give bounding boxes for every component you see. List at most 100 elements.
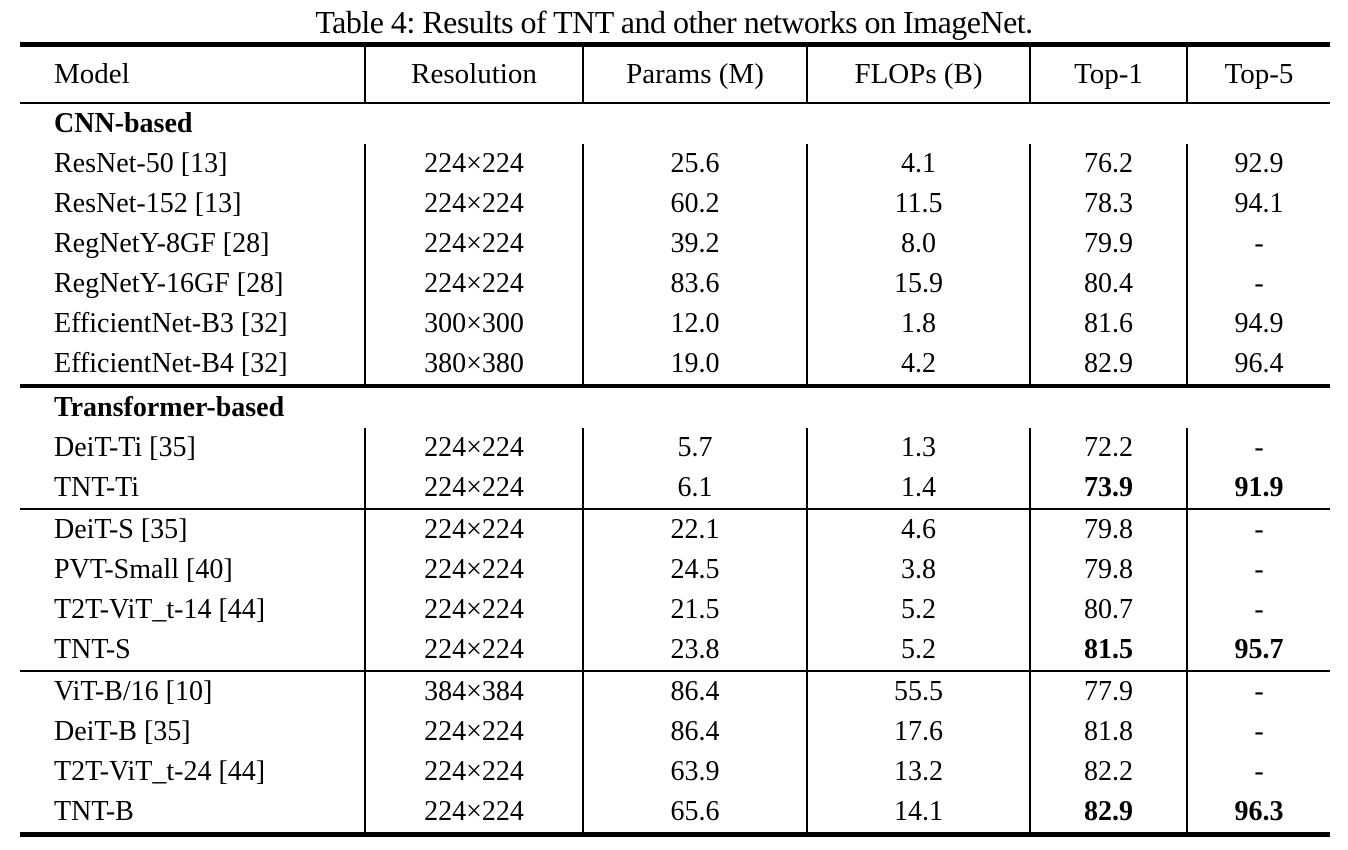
cell-model: TNT-Ti: [54, 472, 140, 503]
cell-model: T2T-ViT_t-14 [44]: [54, 594, 266, 625]
header-row: Model Resolution Params (M) FLOPs (B) Top-1 T…: [20, 44, 1330, 104]
cell-top5: 94.9: [1186, 304, 1330, 344]
cell-params: 86.4: [582, 670, 807, 712]
table-row: PVT-Small [40] 224×224 24.5 3.8 79.8-: [20, 550, 1330, 590]
cell-model: RegNetY-16GF [28]: [54, 268, 284, 299]
cell-params: 19.0: [582, 344, 807, 386]
cell-resolution: 224×224: [364, 264, 583, 304]
table-row: ResNet-152 [13] 224×224 60.2 11.5 78.3 94.1: [20, 184, 1330, 224]
cell-resolution: 224×224: [364, 468, 583, 509]
table-header: Model Resolution Params (M) FLOPs (B) Top-1 T…: [20, 44, 1330, 104]
cell-params: 60.2: [582, 184, 807, 224]
cell-top1: 77.9: [1029, 670, 1187, 712]
cell-model: TNT-S: [54, 634, 131, 665]
cell-resolution: 380×380: [364, 344, 583, 386]
column-header-top-5: Top-5: [1186, 44, 1330, 104]
cell-params: 39.2: [582, 224, 807, 264]
cell-top5: -: [1186, 428, 1330, 468]
cell-top1: 80.4: [1029, 264, 1187, 304]
cell-top5: 96.4: [1186, 344, 1330, 386]
cell-top1: 72.2: [1029, 428, 1187, 468]
cell-resolution: 224×224: [364, 712, 583, 752]
cell-top1: 78.3: [1029, 184, 1187, 224]
table-row: DeiT-S [35] 224×224 22.1 4.6 79.8-: [20, 508, 1330, 550]
cell-top1: 81.5: [1029, 630, 1187, 671]
table-row: T2T-ViT_t-14 [44] 224×224 21.5 5.2 80.7-: [20, 590, 1330, 630]
cell-flops: 4.2: [806, 344, 1030, 386]
cell-model: ResNet-50 [13]: [54, 148, 228, 179]
cell-top5: 96.3: [1186, 792, 1330, 835]
cell-model: ResNet-152 [13]: [54, 188, 242, 219]
table-row: TNT-B 224×224 65.6 14.1 82.9 96.3: [20, 792, 1330, 835]
cell-top1: 81.6: [1029, 304, 1187, 344]
cell-top5: -: [1186, 224, 1330, 264]
column-header-model: Model: [20, 44, 365, 104]
table-row: T2T-ViT_t-24 [44] 224×224 63.9 13.2 82.2-: [20, 752, 1330, 792]
cell-model: T2T-ViT_t-24 [44]: [54, 756, 266, 787]
cell-top1: 79.8: [1029, 550, 1187, 590]
cell-params: 12.0: [582, 304, 807, 344]
cell-top5: -: [1186, 550, 1330, 590]
cell-params: 25.6: [582, 144, 807, 184]
table-row: ResNet-50 [13] 224×224 25.6 4.1 76.2 92.9: [20, 144, 1330, 184]
cell-resolution: 224×224: [364, 792, 583, 835]
cell-flops: 17.6: [806, 712, 1030, 752]
table-body: CNN-based ResNet-50 [13] 224×224 25.6 4.1 76.…: [20, 103, 1330, 835]
table-row: TNT-S 224×224 23.8 5.2 81.5 95.7: [20, 630, 1330, 671]
cell-top5: 94.1: [1186, 184, 1330, 224]
cell-top5: -: [1186, 712, 1330, 752]
cell-top1: 76.2: [1029, 144, 1187, 184]
cell-model: EfficientNet-B4 [32]: [54, 348, 288, 379]
column-header-resolution: Resolution: [364, 44, 583, 104]
cell-resolution: 224×224: [364, 752, 583, 792]
cell-params: 83.6: [582, 264, 807, 304]
table-row: RegNetY-16GF [28] 224×224 83.6 15.9 80.4-: [20, 264, 1330, 304]
column-header-flops-b: FLOPs (B): [806, 44, 1030, 104]
cell-resolution: 300×300: [364, 304, 583, 344]
cell-model: DeiT-Ti [35]: [54, 432, 196, 463]
table-row: EfficientNet-B3 [32] 300×300 12.0 1.8 81.6 94…: [20, 304, 1330, 344]
section-label-cnn-based: CNN-based: [54, 108, 193, 139]
cell-top5: -: [1186, 264, 1330, 304]
cell-model: PVT-Small [40]: [54, 554, 233, 585]
cell-top5: 92.9: [1186, 144, 1330, 184]
cell-flops: 8.0: [806, 224, 1030, 264]
cell-top5: 91.9: [1186, 468, 1330, 509]
cell-top5: -: [1186, 508, 1330, 550]
cell-flops: 55.5: [806, 670, 1030, 712]
cell-model: ViT-B/16 [10]: [20, 670, 365, 712]
cell-flops: 5.2: [806, 630, 1030, 671]
cell-params: 86.4: [582, 712, 807, 752]
cell-flops: 3.8: [806, 550, 1030, 590]
cell-params: 63.9: [582, 752, 807, 792]
cell-flops: 1.8: [806, 304, 1030, 344]
cell-params: 22.1: [582, 508, 807, 550]
cell-params: 24.5: [582, 550, 807, 590]
cell-top1: 79.9: [1029, 224, 1187, 264]
cell-model: RegNetY-8GF [28]: [54, 228, 270, 259]
cell-model: TNT-B: [54, 796, 134, 827]
cell-resolution: 224×224: [364, 590, 583, 630]
cell-top1: 82.2: [1029, 752, 1187, 792]
table-caption: Table 4: Results of TNT and other networ…: [315, 4, 1033, 40]
cell-top5: -: [1186, 670, 1330, 712]
cell-model: EfficientNet-B3 [32]: [54, 308, 288, 339]
cell-resolution: 224×224: [364, 428, 583, 468]
cell-top1: 81.8: [1029, 712, 1187, 752]
cell-resolution: 224×224: [364, 144, 583, 184]
cell-resolution: 224×224: [364, 224, 583, 264]
cell-flops: 14.1: [806, 792, 1030, 835]
cell-flops: 4.6: [806, 508, 1030, 550]
cell-top1: 73.9: [1029, 468, 1187, 509]
table-row: DeiT-Ti [35] 224×224 5.7 1.3 72.2-: [20, 428, 1330, 468]
cell-flops: 11.5: [806, 184, 1030, 224]
section-label-row: Transformer-based: [20, 384, 1330, 428]
cell-top1: 82.9: [1029, 792, 1187, 835]
cell-top5: -: [1186, 590, 1330, 630]
cell-top1: 82.9: [1029, 344, 1187, 386]
cell-top1: 80.7: [1029, 590, 1187, 630]
cell-flops: 5.2: [806, 590, 1030, 630]
cell-params: 65.6: [582, 792, 807, 835]
cell-params: 6.1: [582, 468, 807, 509]
